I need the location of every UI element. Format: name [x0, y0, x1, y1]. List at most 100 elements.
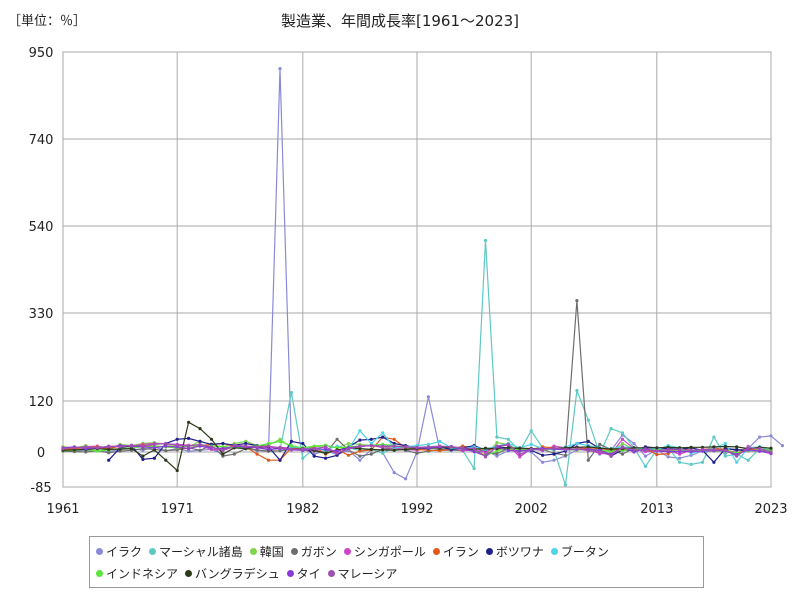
data-point: [129, 447, 134, 451]
data-point: [552, 458, 556, 462]
data-point: [346, 447, 351, 451]
data-point: [107, 444, 111, 448]
legend-marker: [149, 548, 157, 555]
data-point: [324, 447, 328, 451]
data-point: [369, 452, 373, 456]
data-point: [278, 439, 282, 443]
data-point: [712, 460, 716, 464]
series-line: [62, 68, 783, 480]
legend-marker: [96, 548, 103, 555]
data-point: [392, 444, 396, 448]
data-point: [278, 446, 282, 450]
x-tick-label: 2013: [640, 502, 673, 517]
data-point: [620, 445, 625, 449]
data-point: [141, 454, 145, 458]
y-tick-label: 120: [29, 395, 54, 410]
data-point: [632, 448, 636, 452]
data-point: [735, 445, 739, 449]
y-tick-label: 330: [29, 307, 54, 322]
data-point: [472, 450, 476, 454]
data-point: [358, 449, 362, 453]
legend-label: バングラデシュ: [195, 567, 280, 581]
data-point: [609, 447, 613, 451]
data-point: [643, 448, 648, 452]
data-point: [221, 452, 225, 456]
legend-label: イラク: [106, 545, 143, 559]
legend-item: ガボン: [290, 543, 337, 560]
data-point: [495, 441, 499, 445]
data-point: [552, 452, 556, 456]
data-point: [483, 446, 488, 450]
data-point: [209, 445, 214, 449]
data-point: [415, 451, 419, 455]
legend-row: インドネシア バングラデシュ タイ マレーシア: [96, 565, 404, 582]
data-point: [700, 460, 705, 464]
legend-label: ボツワナ: [495, 545, 544, 559]
data-point: [735, 448, 739, 452]
data-point: [666, 447, 670, 451]
data-point: [381, 448, 385, 452]
data-point: [643, 464, 648, 468]
data-point: [164, 444, 168, 448]
data-point: [289, 439, 293, 443]
legend-label: 韓国: [259, 545, 284, 559]
data-point: [529, 447, 533, 451]
data-point: [381, 435, 385, 439]
data-point: [575, 441, 579, 446]
data-point: [495, 454, 499, 458]
legend-row: イラク マーシャル諸島 韓国 ガボン シンガポール イラン ボツワナ ブータン: [96, 543, 616, 560]
data-point: [575, 388, 579, 393]
data-point: [780, 444, 785, 448]
data-point: [609, 427, 613, 431]
data-point: [426, 445, 430, 449]
data-point: [266, 444, 271, 448]
data-point: [541, 460, 545, 464]
data-point: [655, 452, 659, 457]
data-point: [152, 446, 156, 450]
data-point: [369, 447, 373, 451]
data-point: [187, 449, 191, 453]
data-point: [289, 444, 293, 448]
data-point: [518, 455, 522, 459]
data-point: [358, 438, 362, 442]
x-tick-label: 1961: [46, 502, 79, 517]
data-point: [723, 454, 727, 458]
data-point: [324, 445, 328, 449]
data-point: [426, 442, 430, 446]
data-point: [541, 448, 545, 452]
data-point: [563, 447, 568, 451]
data-point: [735, 460, 739, 464]
data-point: [369, 437, 373, 441]
data-point: [369, 444, 373, 448]
data-point: [324, 456, 328, 460]
data-point: [689, 448, 693, 452]
data-point: [187, 420, 191, 424]
data-point: [107, 447, 111, 451]
data-point: [735, 454, 739, 458]
data-point: [746, 458, 750, 462]
legend-label: マーシャル諸島: [159, 545, 243, 559]
data-point: [712, 448, 716, 452]
data-point: [301, 441, 305, 446]
data-point: [586, 418, 590, 422]
data-point: [678, 452, 682, 456]
data-point: [392, 448, 396, 452]
data-point: [655, 446, 659, 450]
data-point: [689, 462, 693, 466]
data-point: [438, 449, 442, 453]
legend-marker: [290, 548, 298, 555]
data-point: [415, 445, 419, 449]
legend-item: マーシャル諸島: [149, 543, 243, 560]
data-point: [666, 455, 670, 459]
data-point: [141, 444, 145, 448]
data-point: [586, 458, 590, 462]
legend-item: イラン: [432, 543, 479, 560]
y-tick-label: 540: [29, 220, 54, 235]
legend-marker: [432, 548, 440, 555]
data-point: [495, 435, 499, 439]
data-point: [529, 442, 533, 446]
legend-marker: [249, 548, 257, 555]
data-point: [95, 446, 99, 450]
data-point: [472, 466, 476, 471]
data-point: [232, 443, 236, 447]
